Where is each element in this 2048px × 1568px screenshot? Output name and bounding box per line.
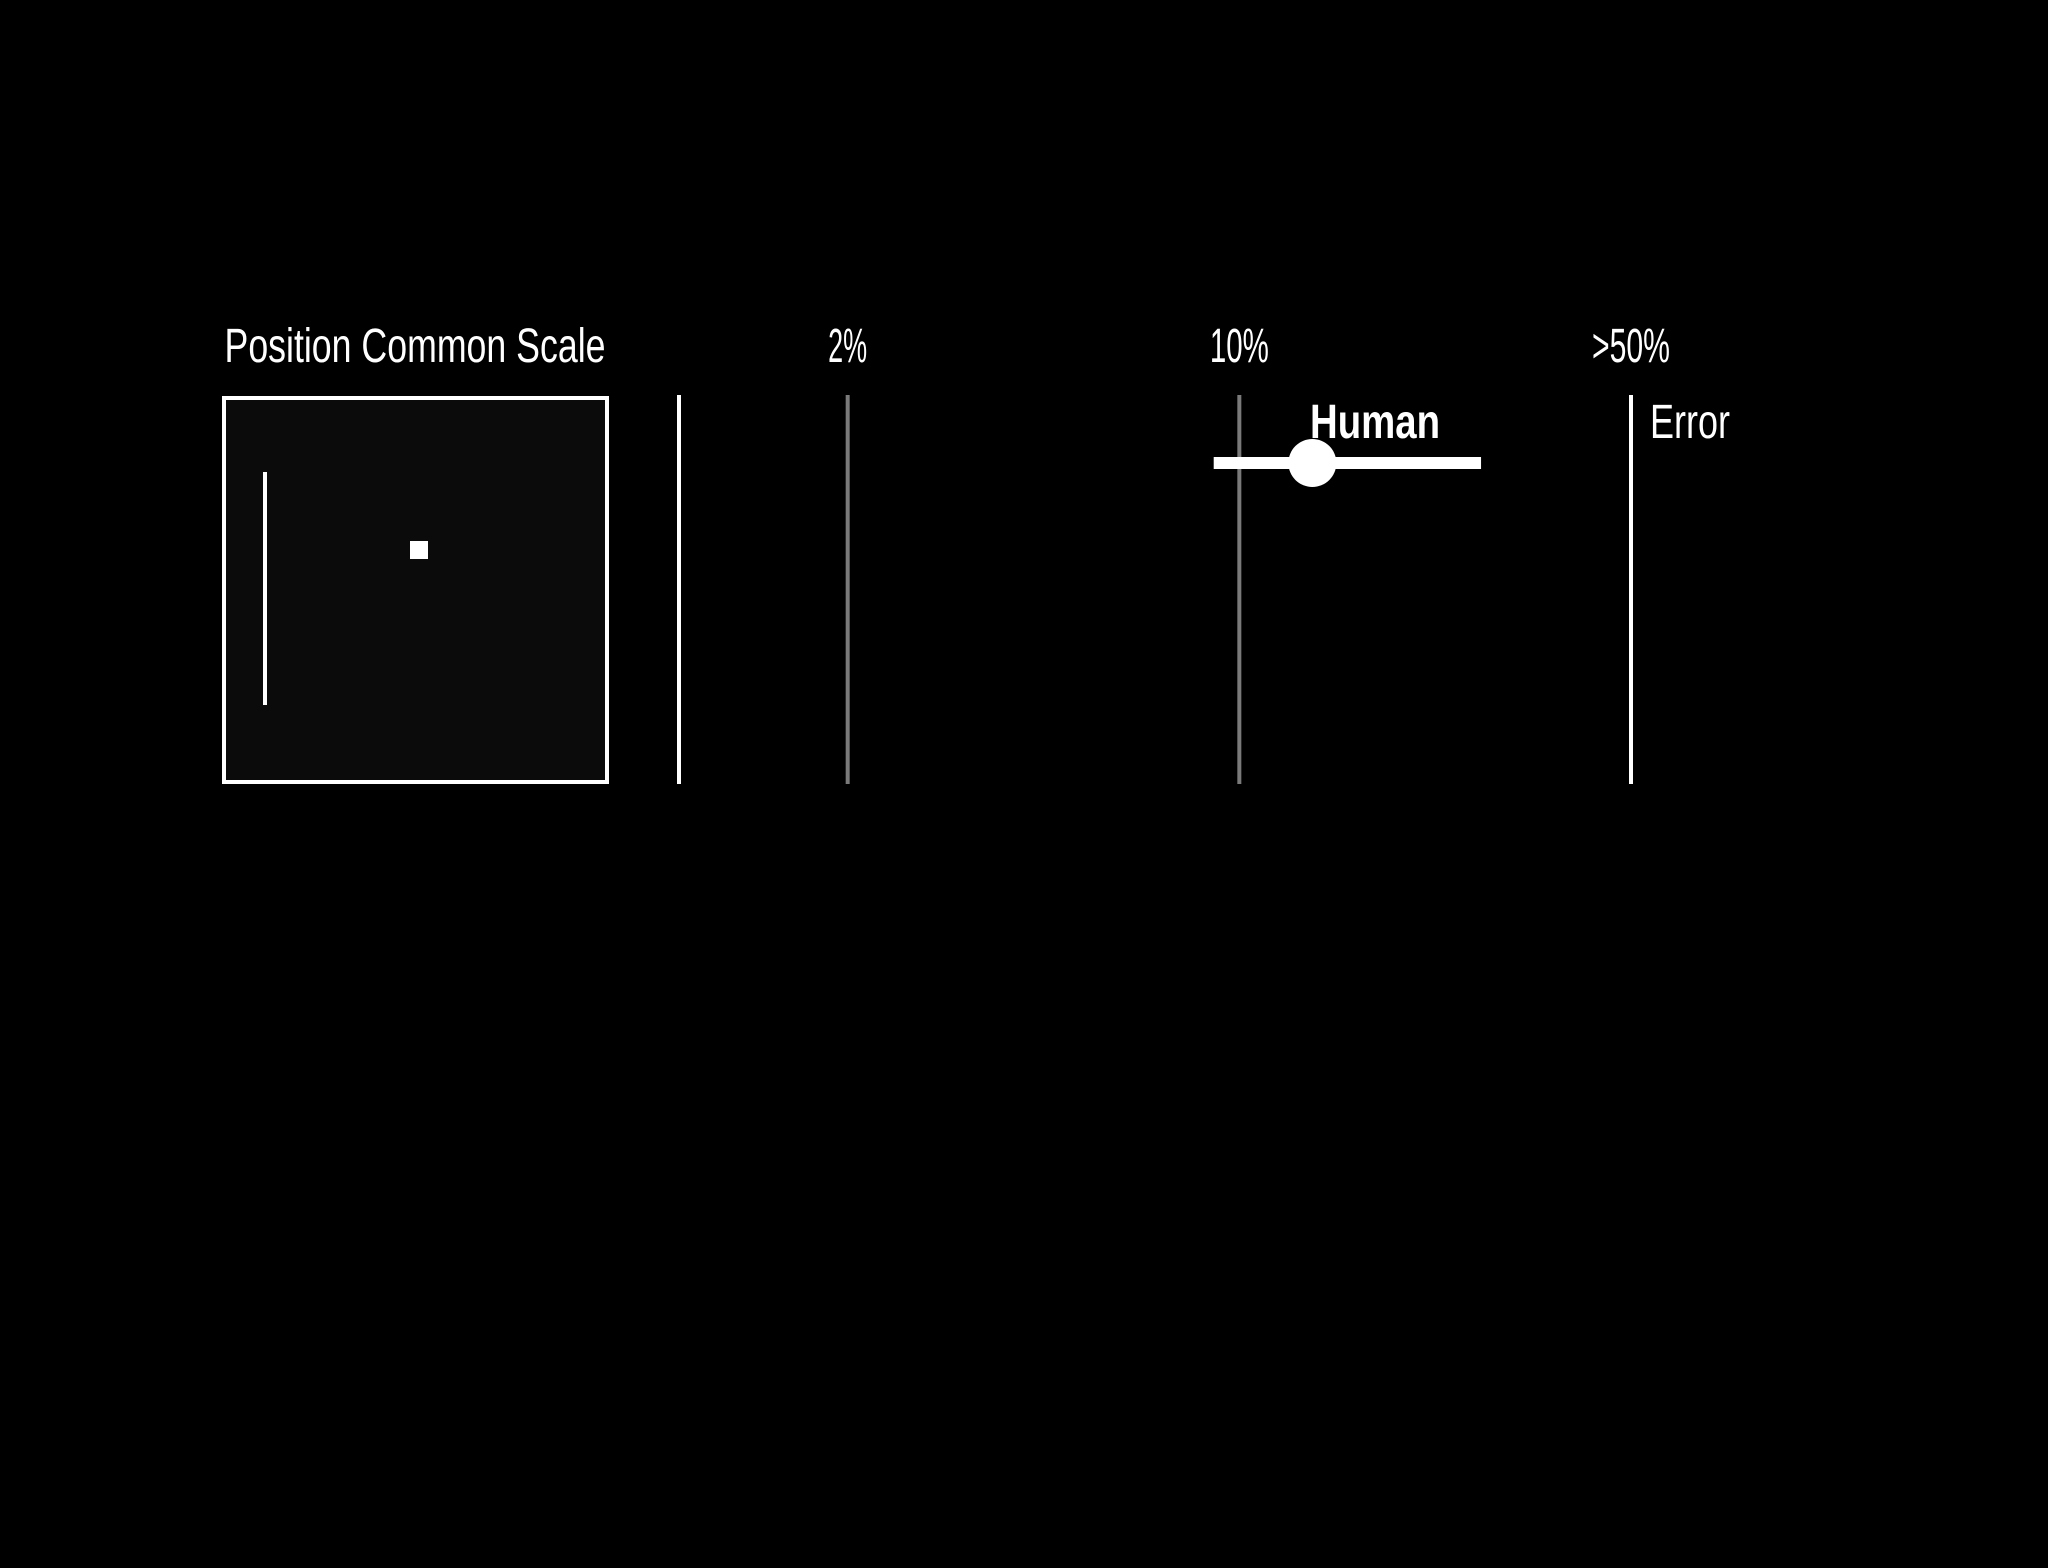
series-group: Human [1213,396,1482,487]
chart-title: Position Common Scale [225,320,606,373]
tick-label-10pct: 10% [1210,320,1269,373]
tick-label-50pct: >50% [1592,320,1670,373]
stimulus-position-marker [410,541,428,559]
series-label-human: Human [1310,396,1440,449]
stimulus-frame [222,396,609,784]
tick-label-2pct: 2% [828,320,867,373]
human-estimate-point [1288,439,1337,487]
x-axis-label-error: Error [1650,396,1730,449]
error-axis-tick-labels: 2% 10% >50% [828,320,1670,373]
